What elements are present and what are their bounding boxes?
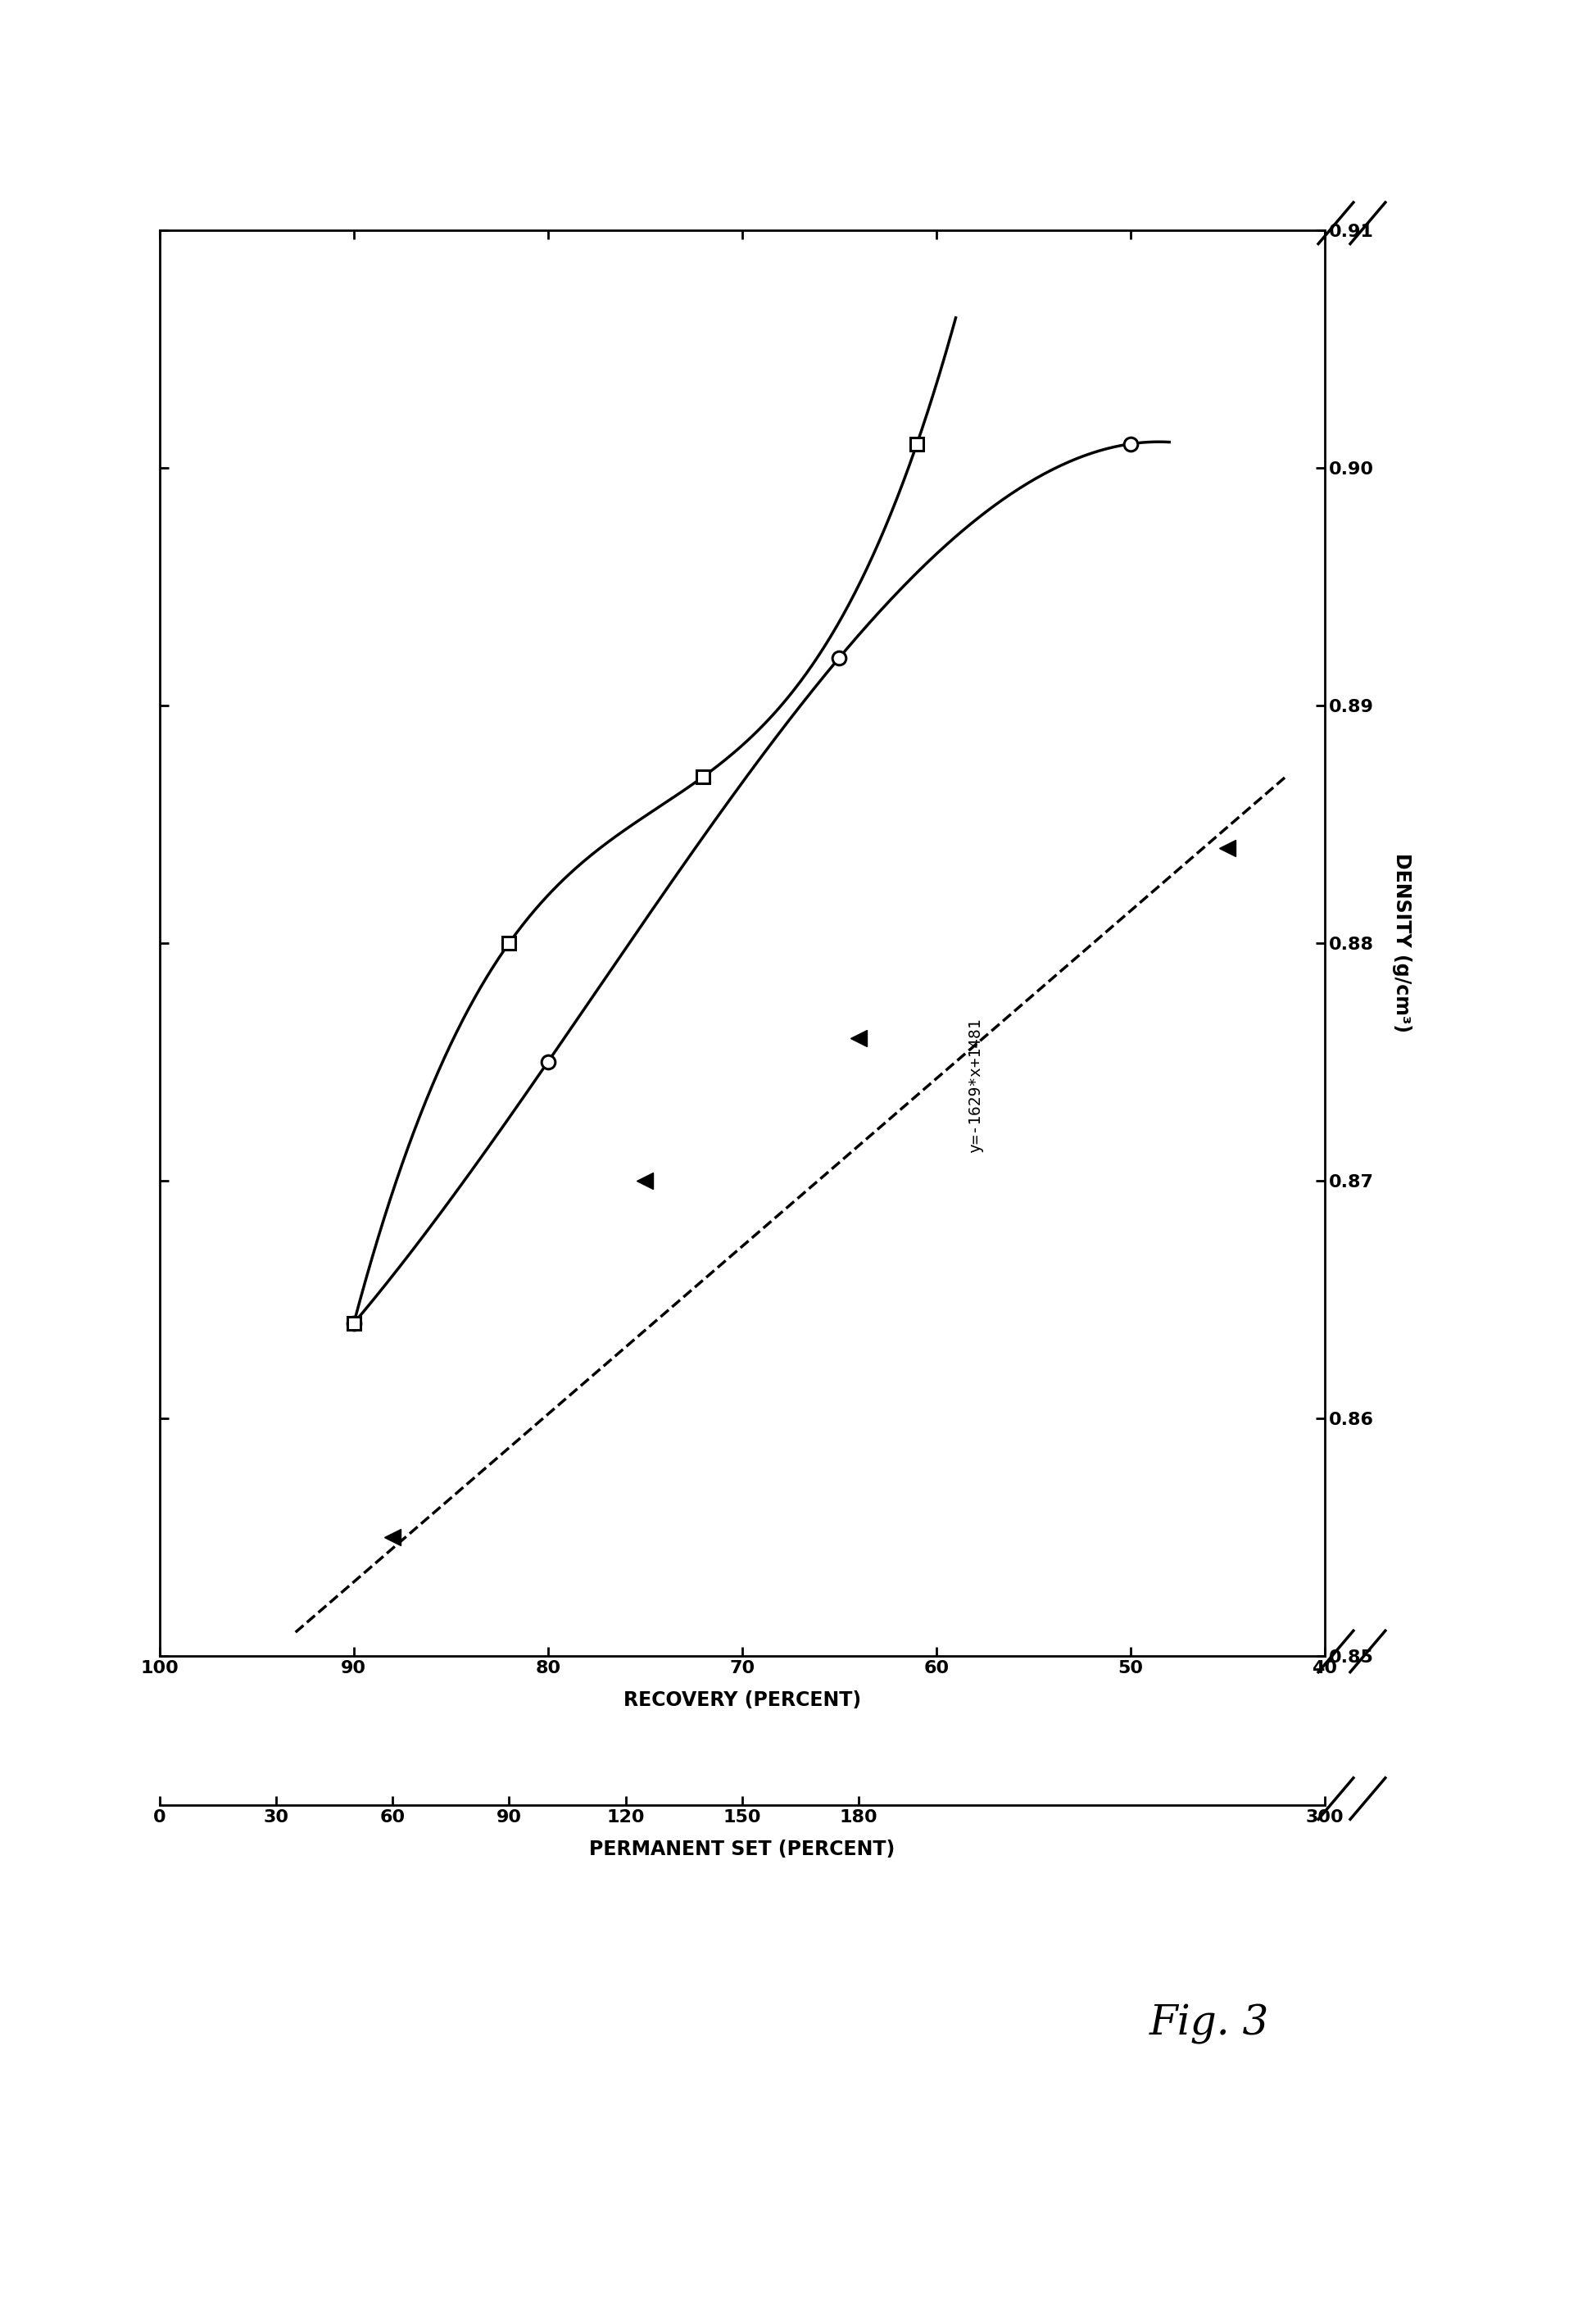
X-axis label: RECOVERY (PERCENT): RECOVERY (PERCENT) (624, 1690, 860, 1709)
Text: y=-1629*x+1481: y=-1629*x+1481 (967, 1019, 983, 1152)
Y-axis label: DENSITY (g/cm³): DENSITY (g/cm³) (1392, 853, 1411, 1033)
Text: Fig. 3: Fig. 3 (1149, 2003, 1269, 2045)
X-axis label: PERMANENT SET (PERCENT): PERMANENT SET (PERCENT) (589, 1840, 895, 1858)
